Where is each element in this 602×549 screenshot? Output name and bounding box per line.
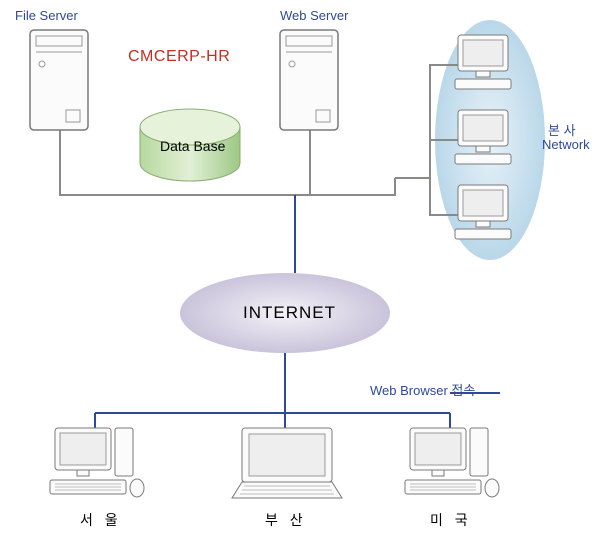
database-label: Data Base [160, 138, 225, 154]
file-server-icon [30, 30, 88, 130]
client-busan-label: 부 산 [265, 510, 307, 530]
internet-label: INTERNET [243, 303, 336, 323]
network-label-2: Network [542, 137, 590, 152]
client-us-label: 미 국 [430, 510, 472, 530]
web-server-label: Web Server [280, 8, 348, 23]
hq-terminal-3 [455, 185, 511, 239]
client-seoul-label: 서 울 [80, 510, 122, 530]
hq-terminal-2 [455, 110, 511, 164]
hq-terminal-1 [455, 35, 511, 89]
client-busan-icon [232, 428, 342, 498]
file-server-label: File Server [15, 8, 78, 23]
client-us-icon [405, 428, 499, 497]
top-connections [60, 65, 460, 215]
title-label: CMCERP-HR [128, 48, 230, 66]
diagram-canvas [0, 0, 602, 549]
web-server-icon [280, 30, 338, 130]
client-seoul-icon [50, 428, 144, 497]
browser-access-label: Web Browser 접속 [370, 380, 475, 399]
